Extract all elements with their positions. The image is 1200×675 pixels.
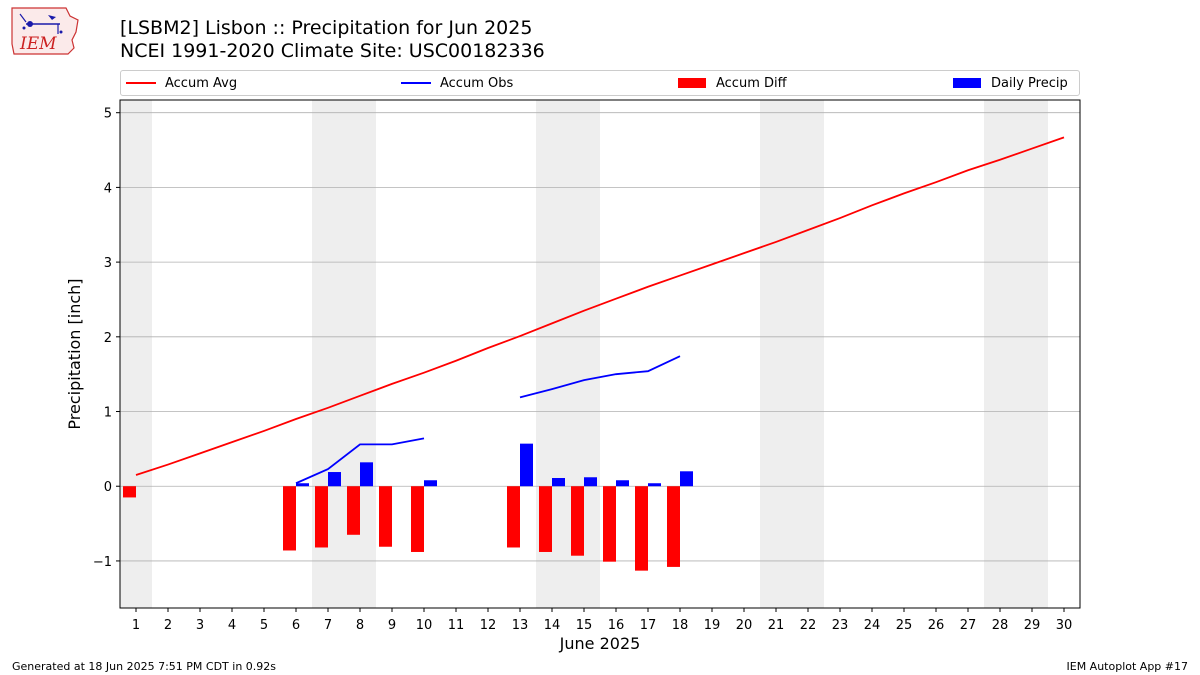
accum-obs-line (295, 437, 425, 485)
daily-precip-bar (584, 477, 597, 487)
accum-diff-bar (667, 486, 680, 567)
x-tick-label: 28 (992, 618, 1009, 633)
legend-item-accum-obs: Accum Obs (401, 71, 513, 95)
weekend-shade (984, 100, 1048, 608)
x-tick-label: 24 (864, 618, 881, 633)
accum-diff-bar (411, 486, 424, 552)
x-axis-label: June 2025 (559, 634, 641, 653)
accum-diff-bar (315, 486, 328, 548)
accum-diff-bar (507, 486, 520, 548)
accum-diff-bar (603, 486, 616, 562)
chart-title: [LSBM2] Lisbon :: Precipitation for Jun … (120, 17, 533, 39)
x-tick-label: 7 (324, 618, 332, 633)
x-tick-label: 16 (608, 618, 625, 633)
legend-item-accum-diff: Accum Diff (678, 71, 787, 95)
x-tick-label: 29 (1024, 618, 1041, 633)
x-tick-label: 14 (544, 618, 561, 633)
weekend-shade (120, 100, 152, 608)
x-tick-label: 13 (512, 618, 529, 633)
x-tick-label: 10 (416, 618, 433, 633)
legend-line-swatch (126, 82, 156, 84)
legend-line-swatch (401, 82, 431, 84)
y-tick-label: 1 (104, 406, 112, 421)
x-tick-label: 1 (132, 618, 140, 633)
daily-precip-bar (616, 480, 629, 487)
accum-diff-bar (123, 486, 136, 498)
weekend-shade (760, 100, 824, 608)
y-tick-label: 2 (104, 331, 112, 346)
daily-precip-bar (648, 483, 661, 487)
x-tick-label: 8 (356, 618, 364, 633)
y-tick-label: −1 (93, 555, 112, 570)
x-tick-label: 26 (928, 618, 945, 633)
x-tick-label: 15 (576, 618, 593, 633)
legend-label: Daily Precip (991, 75, 1068, 91)
x-tick-label: 6 (292, 618, 300, 633)
x-tick-label: 22 (800, 618, 817, 633)
accum-diff-bar (347, 486, 360, 535)
x-tick-label: 2 (164, 618, 172, 633)
plot-frame (119, 99, 1081, 609)
x-tick-label: 12 (480, 618, 497, 633)
x-tick-label: 19 (704, 618, 721, 633)
x-tick-label: 18 (672, 618, 689, 633)
y-tick-label: 5 (104, 107, 112, 122)
accum-diff-bar (283, 486, 296, 551)
legend-item-accum-avg: Accum Avg (126, 71, 237, 95)
x-tick-label: 9 (388, 618, 396, 633)
accum-diff-bar (571, 486, 584, 556)
legend-item-daily-precip: Daily Precip (953, 71, 1068, 95)
y-tick-label: 4 (104, 181, 112, 196)
y-tick-label: 3 (104, 256, 112, 271)
y-tick-label: 0 (104, 480, 112, 495)
iem-iowa-logo-icon: IEM (11, 7, 79, 55)
daily-precip-bar (552, 478, 565, 487)
svg-text:IEM: IEM (19, 34, 57, 54)
accum-diff-bar (635, 486, 648, 571)
legend-label: Accum Diff (716, 75, 787, 91)
daily-precip-bar (424, 480, 437, 487)
x-tick-label: 11 (448, 618, 465, 633)
x-tick-label: 20 (736, 618, 753, 633)
x-tick-label: 21 (768, 618, 785, 633)
generated-timestamp: Generated at 18 Jun 2025 7:51 PM CDT in … (12, 660, 277, 673)
y-axis-label: Precipitation [inch] (65, 278, 84, 429)
x-tick-label: 5 (260, 618, 268, 633)
iem-logo: IEM (8, 4, 82, 60)
daily-precip-bar (360, 462, 373, 487)
app-credit: IEM Autoplot App #17 (1066, 660, 1189, 673)
accum-diff-bar (379, 486, 392, 547)
legend-bar-swatch (678, 78, 706, 88)
legend-bar-swatch (953, 78, 981, 88)
daily-precip-bar (328, 472, 341, 487)
daily-precip-bar (680, 471, 693, 487)
chart-legend: Accum Avg Accum Obs Accum Diff Daily Pre… (120, 70, 1080, 96)
daily-precip-bar (296, 483, 309, 487)
legend-label: Accum Obs (440, 75, 514, 91)
x-tick-label: 30 (1056, 618, 1073, 633)
x-tick-label: 17 (640, 618, 657, 633)
x-tick-label: 25 (896, 618, 913, 633)
accum-avg-line (135, 136, 1065, 476)
x-tick-label: 4 (228, 618, 236, 633)
x-tick-label: 3 (196, 618, 204, 633)
legend-label: Accum Avg (165, 75, 238, 91)
accum-diff-bar (539, 486, 552, 552)
x-tick-label: 23 (832, 618, 849, 633)
daily-precip-bar (520, 443, 533, 487)
x-tick-label: 27 (960, 618, 977, 633)
chart-subtitle: NCEI 1991-2020 Climate Site: USC00182336 (120, 40, 545, 62)
accum-obs-line (519, 355, 681, 399)
